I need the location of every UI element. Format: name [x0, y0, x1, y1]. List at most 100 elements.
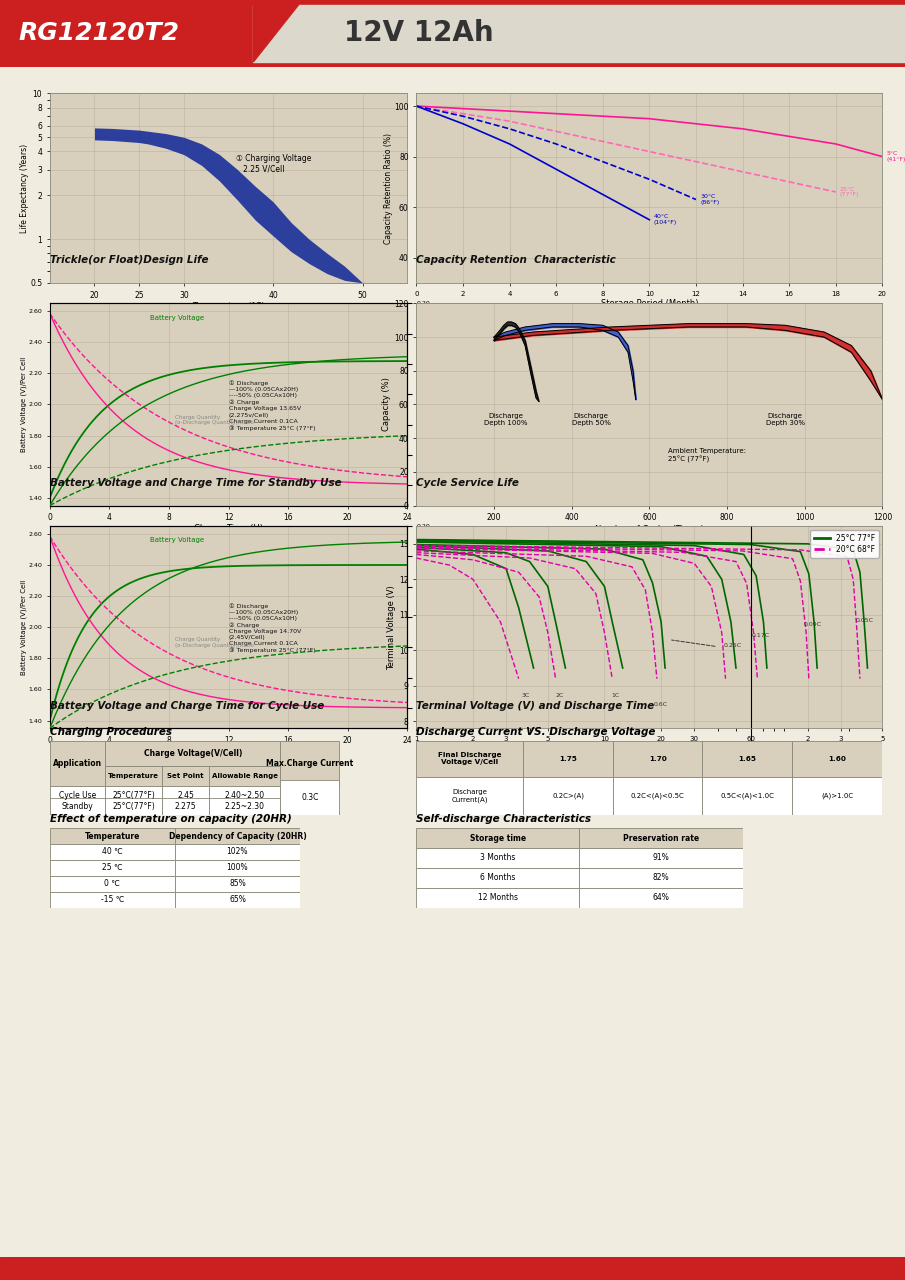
Text: Allowable Range: Allowable Range — [212, 773, 278, 780]
Text: Preservation rate: Preservation rate — [623, 833, 699, 842]
Bar — [50, 844, 175, 860]
Bar — [253, 5, 905, 61]
X-axis label: Temperature (°C): Temperature (°C) — [192, 302, 265, 311]
Bar — [579, 849, 742, 868]
Text: Charge Quantity
(o-Discharge Quantity)/Ratio: Charge Quantity (o-Discharge Quantity)/R… — [175, 637, 253, 648]
Text: 1C: 1C — [612, 692, 620, 698]
Bar — [281, 780, 339, 815]
Bar — [50, 741, 105, 786]
Bar — [416, 777, 523, 815]
Bar — [175, 828, 300, 844]
Bar — [50, 828, 175, 844]
Text: 85%: 85% — [229, 879, 246, 888]
Text: 0.3C: 0.3C — [301, 794, 319, 803]
Y-axis label: Capacity (%): Capacity (%) — [383, 378, 391, 431]
Text: Hr: Hr — [785, 750, 794, 759]
Bar — [579, 828, 742, 849]
Text: 25 ℃: 25 ℃ — [102, 863, 123, 873]
Bar — [175, 892, 300, 908]
Text: 40 ℃: 40 ℃ — [102, 847, 123, 856]
X-axis label: Charge Time (H): Charge Time (H) — [194, 524, 263, 532]
Bar — [523, 741, 613, 777]
Text: 0.25C: 0.25C — [724, 643, 742, 648]
Text: (A)>1.0C: (A)>1.0C — [822, 792, 853, 799]
Text: 0.6C: 0.6C — [654, 701, 668, 707]
Text: Set Point: Set Point — [167, 773, 204, 780]
Legend: 25°C 77°F, 20°C 68°F: 25°C 77°F, 20°C 68°F — [810, 530, 879, 558]
Text: 3 Months: 3 Months — [481, 854, 516, 863]
Text: 25°C(77°F): 25°C(77°F) — [112, 803, 155, 812]
Text: Charging Procedures: Charging Procedures — [50, 727, 172, 737]
Text: Ambient Temperature:
25°C (77°F): Ambient Temperature: 25°C (77°F) — [668, 448, 746, 462]
Text: 64%: 64% — [653, 893, 670, 902]
X-axis label: Charge Time (H): Charge Time (H) — [194, 746, 263, 755]
Y-axis label: Battery Voltage (V)/Per Cell: Battery Voltage (V)/Per Cell — [21, 580, 27, 675]
Bar — [105, 765, 162, 786]
X-axis label: Discharge Time (Min): Discharge Time (Min) — [605, 753, 694, 762]
Bar — [613, 777, 702, 815]
Bar — [50, 860, 175, 876]
Text: 1.75: 1.75 — [559, 756, 577, 762]
Text: 2.275: 2.275 — [175, 803, 196, 812]
Text: 65%: 65% — [229, 895, 246, 904]
Bar — [702, 741, 793, 777]
Text: 30°C
(86°F): 30°C (86°F) — [700, 195, 719, 205]
Bar — [416, 741, 523, 777]
Text: Battery Voltage: Battery Voltage — [150, 315, 204, 320]
Bar — [175, 860, 300, 876]
Bar — [416, 849, 579, 868]
Bar — [281, 741, 339, 786]
Text: Battery Voltage: Battery Voltage — [150, 538, 204, 543]
Text: -15 ℃: -15 ℃ — [100, 895, 124, 904]
Text: 102%: 102% — [226, 847, 248, 856]
Y-axis label: Terminal Voltage (V): Terminal Voltage (V) — [387, 585, 396, 669]
Text: 0.5C<(A)<1.0C: 0.5C<(A)<1.0C — [720, 792, 775, 799]
Text: 25°C
(77°F): 25°C (77°F) — [840, 187, 860, 197]
Text: Temperature: Temperature — [109, 773, 159, 780]
Bar — [793, 741, 882, 777]
Text: Max.Charge Current: Max.Charge Current — [266, 759, 354, 768]
Y-axis label: Charge Current (CA): Charge Current (CA) — [432, 369, 439, 440]
Text: Cycle Service Life: Cycle Service Life — [416, 479, 519, 488]
Bar — [162, 786, 209, 804]
Text: 1.70: 1.70 — [649, 756, 667, 762]
Text: 12V 12Ah: 12V 12Ah — [344, 19, 493, 47]
Bar — [702, 777, 793, 815]
Text: Discharge Current VS. Discharge Voltage: Discharge Current VS. Discharge Voltage — [416, 727, 656, 737]
Bar — [105, 797, 162, 815]
Text: Charge Voltage(V/Cell): Charge Voltage(V/Cell) — [144, 749, 242, 758]
Bar — [50, 786, 105, 804]
X-axis label: Storage Period (Month): Storage Period (Month) — [601, 300, 698, 308]
Text: 2.25~2.30: 2.25~2.30 — [224, 803, 264, 812]
Text: 0.17C: 0.17C — [752, 632, 770, 637]
Text: 0.2C>(A): 0.2C>(A) — [552, 792, 585, 799]
Bar — [416, 888, 579, 908]
Text: Discharge
Depth 100%: Discharge Depth 100% — [484, 413, 528, 426]
Text: Capacity Retention  Characteristic: Capacity Retention Characteristic — [416, 256, 616, 265]
Text: Min: Min — [628, 750, 643, 759]
Text: Discharge
Depth 30%: Discharge Depth 30% — [766, 413, 805, 426]
Polygon shape — [253, 5, 299, 61]
Text: 100%: 100% — [226, 863, 248, 873]
Text: Battery Voltage and Charge Time for Cycle Use: Battery Voltage and Charge Time for Cycl… — [50, 701, 324, 710]
Text: 91%: 91% — [653, 854, 670, 863]
Text: Discharge
Current(A): Discharge Current(A) — [452, 790, 488, 803]
Text: 0.2C<(A)<0.5C: 0.2C<(A)<0.5C — [631, 792, 684, 799]
Bar — [523, 777, 613, 815]
Text: 2.45: 2.45 — [177, 791, 194, 800]
Bar — [162, 765, 209, 786]
Y-axis label: Capacity Retention Ratio (%): Capacity Retention Ratio (%) — [384, 133, 393, 243]
Bar — [209, 797, 281, 815]
Text: ① Discharge
—100% (0.05CAx20H)
----50% (0.05CAx10H)
② Charge
Charge Voltage 14.7: ① Discharge —100% (0.05CAx20H) ----50% (… — [228, 603, 315, 653]
Bar — [50, 797, 105, 815]
Y-axis label: Battery Voltage (V)/Per Cell: Battery Voltage (V)/Per Cell — [21, 357, 27, 452]
Bar — [50, 892, 175, 908]
Bar — [793, 777, 882, 815]
Bar — [209, 765, 281, 786]
Bar — [162, 797, 209, 815]
Text: ① Discharge
—100% (0.05CAx20H)
----50% (0.05CAx10H)
② Charge
Charge Voltage 13.6: ① Discharge —100% (0.05CAx20H) ----50% (… — [228, 380, 315, 430]
Text: Application: Application — [52, 759, 102, 768]
Text: 25°C(77°F): 25°C(77°F) — [112, 791, 155, 800]
Bar — [105, 786, 162, 804]
Y-axis label: Life Expectancy (Years): Life Expectancy (Years) — [20, 143, 29, 233]
